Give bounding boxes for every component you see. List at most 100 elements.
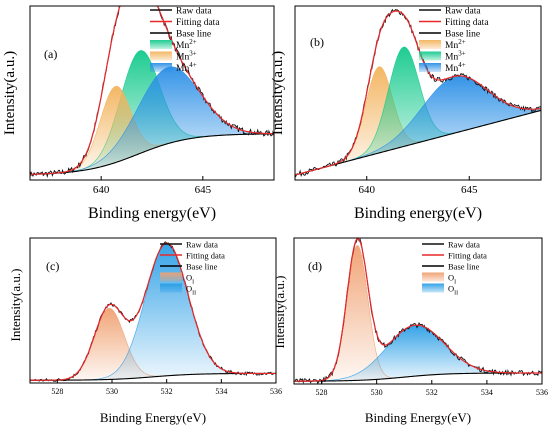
legend-label: Fitting data — [445, 18, 489, 28]
peak-fill-OI — [30, 308, 276, 381]
legend-label-text: Mn — [176, 64, 189, 74]
legend-label: Mn2+ — [445, 38, 466, 51]
peak-fill-OII — [294, 325, 542, 382]
y-axis-label: Intensity(a.u.) — [272, 276, 287, 349]
plot-area — [294, 238, 542, 384]
fitting-data-curve — [30, 6, 274, 175]
x-tick-label: 536 — [536, 388, 548, 397]
legend-label-superscript: 2+ — [458, 38, 466, 46]
legend-label: Raw data — [448, 240, 480, 250]
legend-label-text: Base line — [445, 30, 480, 40]
legend-label: Fitting data — [186, 251, 225, 261]
legend-label-superscript: 4+ — [189, 61, 197, 69]
legend-label: OI — [186, 273, 194, 286]
legend-label-text: Base line — [176, 30, 211, 40]
x-tick-label: 532 — [161, 387, 173, 396]
plot-frame — [293, 237, 543, 385]
fitting-data-curve — [30, 242, 276, 381]
legend-swatch — [150, 63, 172, 72]
legend-label-subscript: I — [192, 280, 194, 286]
legend-label-text: Fitting data — [176, 18, 220, 28]
legend-label: Base line — [448, 262, 480, 272]
legend-label: Mn2+ — [176, 38, 197, 51]
legend-label: Mn3+ — [445, 50, 466, 63]
panel-label: (a) — [44, 47, 57, 61]
legend-label: Mn4+ — [445, 61, 466, 74]
legend-label: Base line — [176, 30, 211, 40]
fitting-data-curve — [294, 238, 542, 382]
y-axis-label: Intensity(a.u.) — [270, 51, 286, 135]
x-axis-label: Binding Energy(eV) — [100, 410, 206, 425]
x-axis-label: Binding energy(eV) — [88, 205, 216, 222]
x-tick-label: 530 — [106, 387, 118, 396]
x-tick-label: 645 — [461, 184, 478, 196]
panel-label: (c) — [46, 259, 59, 273]
peak-fill-Mn2+ — [295, 66, 541, 176]
legend-label: Raw data — [176, 7, 212, 17]
x-tick-label: 532 — [426, 388, 438, 397]
x-axis-label: Binding energy(eV) — [354, 205, 482, 222]
legend-label-superscript: 4+ — [458, 61, 466, 69]
legend-label-text: Base line — [448, 262, 480, 272]
legend-swatch — [419, 51, 441, 61]
legend-label-subscript: II — [454, 291, 458, 297]
legend-label-text: O — [448, 273, 454, 283]
legend-swatch — [419, 40, 441, 49]
y-axis-label: Intensity(a.u.) — [2, 51, 18, 135]
legend-label-text: Mn — [176, 53, 189, 63]
plot-frame — [29, 237, 277, 384]
x-tick-label: 640 — [359, 184, 376, 196]
legend-label: Base line — [445, 30, 480, 40]
legend-label-text: O — [448, 284, 454, 294]
plot-area — [295, 8, 541, 178]
y-axis-label: Intensity(a.u.) — [8, 269, 23, 342]
x-tick-label: 534 — [215, 387, 227, 396]
raw-data-curve — [295, 8, 541, 178]
plot-area — [30, 6, 274, 179]
legend-label-superscript: 3+ — [189, 50, 197, 58]
legend-label-text: Mn — [445, 41, 458, 51]
chart-panel-d: 528 530 532 534 536 Binding Energy(eV) Intensi… — [272, 237, 548, 425]
legend-swatch — [422, 283, 444, 293]
base-line-curve — [30, 133, 274, 175]
legend-label-text: Mn — [445, 53, 458, 63]
legend-label: Mn4+ — [176, 61, 197, 74]
plot-area — [30, 241, 276, 382]
panel-label: (d) — [308, 259, 322, 273]
peak-fill-OI — [294, 245, 542, 382]
fitting-data-curve — [295, 10, 541, 176]
legend-swatch — [160, 272, 182, 282]
x-tick-label: 528 — [51, 387, 63, 396]
peak-fill-Mn4+ — [295, 76, 541, 176]
legend-label: OI — [448, 273, 456, 286]
legend-label-text: Raw data — [448, 240, 480, 250]
legend-swatch — [422, 272, 444, 282]
legend-label-text: Fitting data — [448, 251, 487, 261]
legend-label-text: O — [186, 273, 192, 283]
peak-fill-Mn3+ — [30, 86, 274, 175]
legend-label: Base line — [186, 262, 218, 272]
peak-fill-Mn4+ — [30, 66, 274, 175]
raw-data-curve — [30, 6, 274, 179]
legend-swatch — [419, 63, 441, 72]
legend-label: OII — [186, 284, 196, 297]
legend-label-subscript: II — [192, 291, 196, 297]
x-tick-label: 536 — [270, 387, 282, 396]
legend-label: Mn3+ — [176, 50, 197, 63]
panel-label: (b) — [310, 35, 324, 49]
x-tick-label: 640 — [93, 184, 110, 196]
legend-label-text: Base line — [186, 262, 218, 272]
legend-label: Fitting data — [176, 18, 220, 28]
legend-label-text: Fitting data — [186, 251, 225, 261]
chart-panel-b: 640 645 Binding energy(eV) Intensity(a.u.) (… — [270, 5, 542, 222]
legend-label-superscript: 2+ — [189, 38, 197, 46]
legend-label-text: Fitting data — [445, 18, 489, 28]
x-tick-label: 645 — [195, 184, 212, 196]
legend-label: OII — [448, 284, 458, 297]
chart-panel-c: 528 530 532 534 536 Binding Energy(eV) Intensi… — [8, 237, 282, 425]
chart-panel-a: 640 645 Binding energy(eV) Intensity(a.u.) (… — [2, 5, 275, 222]
